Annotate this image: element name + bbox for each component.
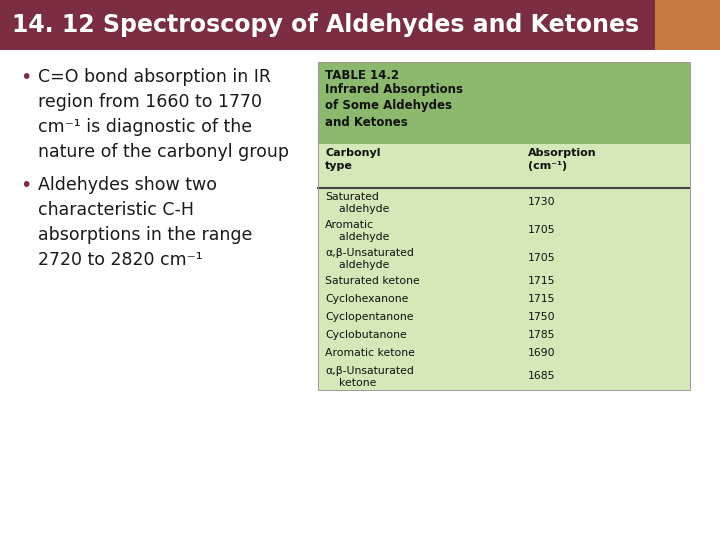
Text: 1715: 1715 xyxy=(528,294,556,304)
Bar xyxy=(318,62,690,390)
Text: 1715: 1715 xyxy=(528,276,556,286)
Text: 1705: 1705 xyxy=(528,225,556,235)
Text: •: • xyxy=(20,176,32,195)
Text: Cyclopentanone: Cyclopentanone xyxy=(325,312,413,322)
Bar xyxy=(318,144,690,188)
Text: Cyclohexanone: Cyclohexanone xyxy=(325,294,408,304)
Text: 1750: 1750 xyxy=(528,312,556,322)
Text: 1685: 1685 xyxy=(528,371,556,381)
Text: 1730: 1730 xyxy=(528,197,556,207)
Text: •: • xyxy=(20,68,32,87)
Text: Aromatic ketone: Aromatic ketone xyxy=(325,348,415,358)
Text: 14. 12 Spectroscopy of Aldehydes and Ketones: 14. 12 Spectroscopy of Aldehydes and Ket… xyxy=(12,13,639,37)
Bar xyxy=(655,0,720,50)
Bar xyxy=(318,188,690,390)
Text: 1785: 1785 xyxy=(528,330,556,340)
Text: Aldehydes show two
characteristic C-H
absorptions in the range
2720 to 2820 cm⁻¹: Aldehydes show two characteristic C-H ab… xyxy=(38,176,253,269)
Text: α,β-Unsaturated
    ketone: α,β-Unsaturated ketone xyxy=(325,366,414,388)
Text: TABLE 14.2: TABLE 14.2 xyxy=(325,69,399,82)
Text: Aromatic
    aldehyde: Aromatic aldehyde xyxy=(325,220,390,242)
Text: 1705: 1705 xyxy=(528,253,556,263)
Text: Infrared Absorptions
of Some Aldehydes
and Ketones: Infrared Absorptions of Some Aldehydes a… xyxy=(325,83,463,129)
Text: Absorption
(cm⁻¹): Absorption (cm⁻¹) xyxy=(528,148,597,171)
Text: Cyclobutanone: Cyclobutanone xyxy=(325,330,407,340)
Text: Saturated ketone: Saturated ketone xyxy=(325,276,420,286)
Text: α,β-Unsaturated
    aldehyde: α,β-Unsaturated aldehyde xyxy=(325,248,414,271)
Text: Carbonyl
type: Carbonyl type xyxy=(325,148,380,171)
Text: 1690: 1690 xyxy=(528,348,556,358)
Bar xyxy=(0,0,660,50)
Bar xyxy=(318,62,690,144)
Text: C=O bond absorption in IR
region from 1660 to 1770
cm⁻¹ is diagnostic of the
nat: C=O bond absorption in IR region from 16… xyxy=(38,68,289,161)
Text: Saturated
    aldehyde: Saturated aldehyde xyxy=(325,192,390,214)
